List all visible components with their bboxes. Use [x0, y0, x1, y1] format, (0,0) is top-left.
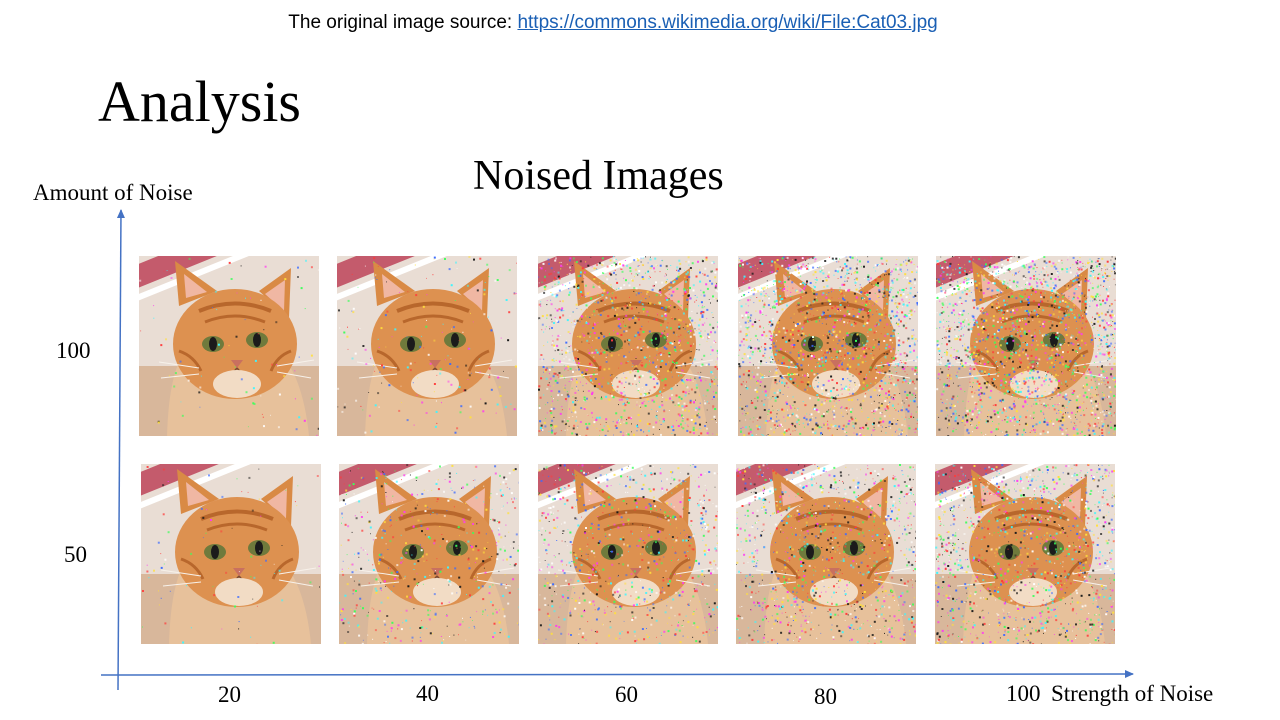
x-axis-title: Strength of Noise: [1051, 681, 1214, 706]
noise-overlay: [337, 256, 517, 434]
figure-title: Noised Images: [473, 153, 724, 199]
noised-cat-image: [538, 464, 718, 644]
slide-title: Analysis: [98, 69, 301, 134]
y-tick-label: 100: [56, 338, 91, 363]
noised-cat-image: [936, 256, 1116, 436]
cat-photo: [538, 464, 718, 644]
noise-overlay: [936, 256, 1116, 436]
x-tick-label: 40: [416, 681, 439, 706]
noise-overlay: [935, 464, 1115, 644]
noised-cat-image: [339, 464, 519, 644]
noised-cat-image: [538, 256, 718, 436]
x-tick-label: 80: [814, 684, 837, 709]
cat-photo: [141, 464, 321, 644]
noise-overlay: [736, 464, 916, 644]
cat-photo: [736, 464, 916, 644]
noised-cat-image: [738, 256, 918, 436]
y-axis-title: Amount of Noise: [33, 180, 193, 205]
noise-overlay: [538, 464, 718, 644]
cat-photo: [538, 256, 718, 436]
noised-cat-image: [141, 464, 321, 644]
cat-photo: [337, 256, 517, 436]
y-axis-line: [116, 209, 125, 691]
y-tick-label: 50: [64, 542, 87, 567]
x-tick-label: 100: [1006, 681, 1041, 706]
image-source-link[interactable]: https://commons.wikimedia.org/wiki/File:…: [517, 12, 938, 33]
noised-cat-image: [139, 256, 319, 436]
cat-photo: [738, 256, 918, 436]
noise-overlay: [139, 257, 319, 436]
image-source-note: The original image source: https://commo…: [0, 12, 1226, 34]
noised-cat-image: [935, 464, 1115, 644]
x-axis-line: [100, 670, 1134, 679]
noise-overlay: [738, 256, 918, 436]
cat-photo: [935, 464, 1115, 644]
noise-overlay: [142, 466, 320, 644]
x-tick-label: 20: [218, 682, 241, 707]
cat-photo: [139, 256, 319, 436]
image-source-label: The original image source:: [288, 12, 518, 33]
cat-photo: [339, 464, 519, 644]
noise-overlay: [339, 464, 519, 644]
cat-photo: [936, 256, 1116, 436]
noise-overlay: [538, 256, 718, 436]
noised-cat-image: [736, 464, 916, 644]
noised-cat-image: [337, 256, 517, 436]
x-tick-label: 60: [615, 682, 638, 707]
